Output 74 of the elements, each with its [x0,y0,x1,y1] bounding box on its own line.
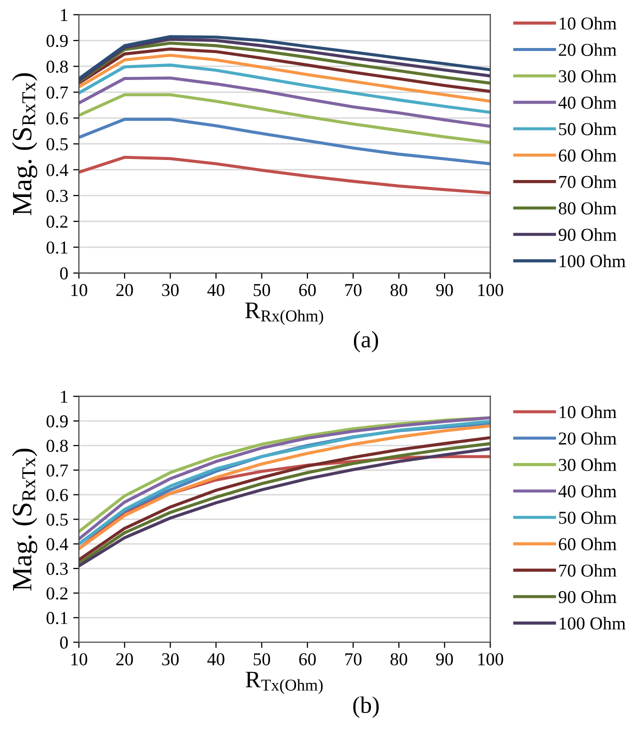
text: (b) [353,696,379,718]
legend-label: 10 Ohm [560,16,616,30]
x-tick-label: 70 [345,284,362,296]
legend-label: 30 Ohm [558,70,616,82]
x-tick-label: 10 [71,653,88,666]
y-tick-label: 0.3 [46,190,68,202]
y-tick-label: 0.6 [46,488,68,502]
legend-label: 60 Ohm [558,538,616,550]
y-tick-label: 0.4 [46,164,68,176]
line-series [78,54,490,103]
y-tick-label: 1 [61,9,68,21]
x-tick-label: 100 [478,284,504,296]
legend-label: 20 Ohm [558,43,616,56]
legend-label: 100 Ohm [560,616,626,630]
x-tick-label: 30 [162,284,179,296]
x-tick-label: 10 [71,284,88,296]
legend-label: 30 Ohm [558,458,616,472]
legend-label: 60 Ohm [558,148,616,162]
y-tick-label: 0.1 [46,241,68,254]
y-tick-label: 0.9 [46,415,68,428]
y-tick-label: 0.3 [46,562,68,576]
y-tick-label: 0.4 [46,538,68,550]
legend-label: 50 Ohm [559,511,616,524]
line-series [78,64,490,114]
x-tick-label: 80 [390,653,408,666]
legend-label: 10 Ohm [560,406,616,418]
x-tick-label: 60 [299,653,316,666]
y-axis-title: Mag. (S$_{RxTx}$) [12,73,38,216]
x-tick-label: 40 [207,284,224,296]
x-tick-label: 40 [207,653,224,666]
x-tick-label: 90 [436,653,453,666]
x-tick-label: 50 [254,284,270,296]
x-tick-label: 60 [299,284,316,296]
y-tick-label: 0.2 [46,587,68,600]
x-axis-title: R$_{Tx(Ohm)}$ [246,672,323,694]
y-tick-label: 0.5 [46,138,68,150]
y-axis-title: Mag. (S$_{RxTx}$) [12,448,38,591]
y-tick-label: 1 [61,390,68,403]
legend-label: 90 Ohm [558,590,616,604]
x-tick-label: 90 [436,284,453,296]
line-series [78,156,490,194]
legend-label: 40 Ohm [558,484,616,498]
x-axis-title: R$_{Rx(Ohm)}$ [245,302,324,325]
y-tick-label: 0.2 [46,216,68,228]
legend-label: 20 Ohm [558,432,616,445]
y-tick-label: 0 [60,636,68,649]
y-tick-label: 0.1 [46,612,68,624]
legend-label: 50 Ohm [559,122,616,136]
line-series [78,93,490,144]
legend-label: 90 Ohm [558,228,616,241]
legend-label: 100 Ohm [560,254,626,268]
line-series [78,118,490,166]
y-tick-label: 0.6 [46,112,68,125]
legend-label: 70 Ohm [559,564,616,577]
y-tick-label: 0.8 [46,60,68,73]
y-tick-label: 0 [60,267,68,280]
text: (a) [354,330,378,352]
legend-label: 80 Ohm [558,202,616,214]
x-tick-label: 80 [390,284,408,296]
y-tick-label: 0.7 [46,86,68,99]
x-tick-label: 70 [345,653,362,666]
x-tick-label: 50 [254,653,270,666]
y-tick-label: 0.7 [46,464,68,477]
x-tick-label: 100 [478,653,504,666]
legend-label: 70 Ohm [559,175,616,188]
line-series [78,76,490,128]
x-tick-label: 30 [162,653,179,666]
y-tick-label: 0.9 [46,34,68,48]
y-tick-label: 0.5 [46,514,68,526]
x-tick-label: 20 [116,653,133,666]
legend-label: 40 Ohm [558,96,616,109]
line-series [78,48,490,93]
y-tick-label: 0.8 [46,440,68,452]
x-tick-label: 20 [116,284,133,296]
